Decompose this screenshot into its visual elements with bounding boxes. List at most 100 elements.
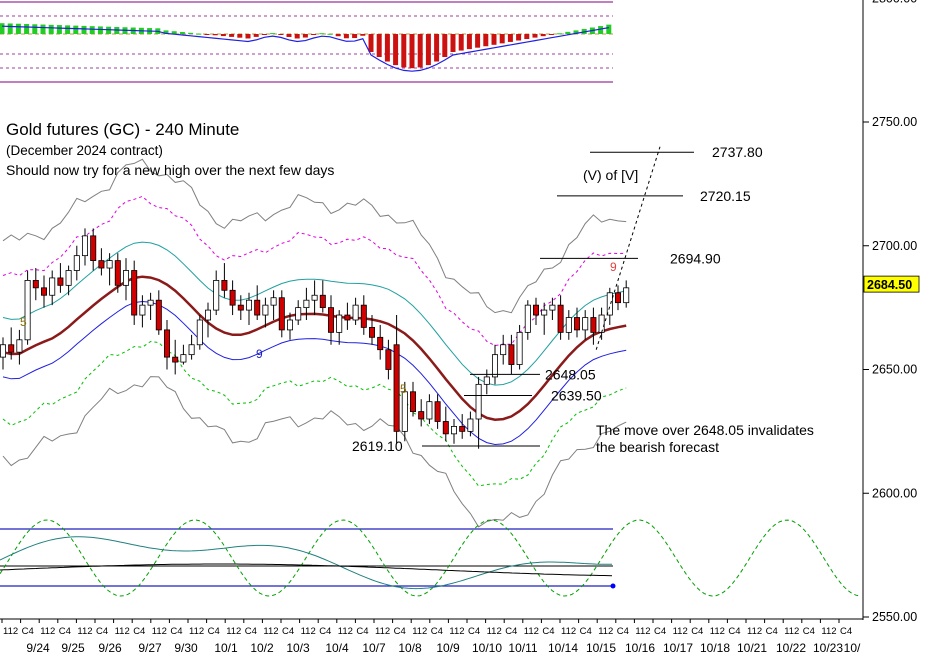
lower-envelope [2, 300, 627, 446]
session-label: 112 [561, 626, 576, 637]
candle-up [450, 426, 457, 435]
candle-up [623, 287, 630, 304]
candle-up [262, 304, 269, 316]
osc-bar-negative [475, 34, 481, 48]
session-label: 112 [3, 626, 18, 637]
price-tick-label: 2550.00 [872, 610, 917, 624]
candle-up [213, 279, 220, 311]
candle-up [565, 317, 572, 333]
osc-bar-negative [540, 34, 546, 37]
osc-bar-negative [229, 34, 235, 37]
osc-bar-negative [368, 34, 374, 52]
osc-bar-negative [253, 34, 259, 37]
date-label: 10/17 [663, 641, 693, 655]
price-axis: 2800.00 2750.00 2700.00 2650.00 2600.00 2550.… [863, 0, 920, 624]
osc-bar-negative [352, 34, 358, 39]
date-label: 10/21 [737, 641, 767, 655]
candle-up [106, 260, 113, 269]
candle-down [368, 327, 375, 338]
candle-down [409, 391, 416, 412]
session-label: C4 [617, 626, 629, 637]
candle-down [574, 317, 581, 331]
cycle-projection-wave [0, 519, 861, 597]
lower-dashed-band [2, 340, 627, 487]
session-label: C4 [356, 626, 368, 637]
candle-down [615, 292, 622, 304]
osc-bar-negative [343, 34, 349, 39]
candle-up [483, 376, 490, 385]
osc-bar-negative [376, 34, 382, 58]
session-label: 112 [375, 626, 390, 637]
date-label: 10/18 [700, 641, 730, 655]
candle-up [180, 354, 187, 363]
candle-down [90, 235, 97, 262]
osc-bar-negative [516, 34, 522, 41]
osc-bar-negative [286, 34, 292, 37]
candle-up [0, 344, 6, 358]
osc-bar-positive [24, 24, 30, 34]
date-label: 10/7 [362, 641, 386, 655]
osc-bar-positive [106, 26, 112, 34]
osc-bar-positive [319, 33, 325, 35]
candle-down [229, 289, 236, 306]
osc-bar-negative [491, 34, 497, 45]
date-label: 10/ [844, 641, 861, 655]
wave-label: (V) of [V] [583, 167, 638, 183]
session-label: C4 [803, 626, 815, 637]
price-tick-label: 2650.00 [872, 363, 917, 377]
price-tick-label: 2800.00 [872, 0, 917, 5]
osc-bar-positive [598, 26, 604, 34]
candle-down [533, 304, 540, 316]
session-label: C4 [208, 626, 220, 637]
session-label: C4 [654, 626, 666, 637]
osc-bar-positive [188, 32, 194, 34]
candle-up [270, 297, 277, 306]
osc-bar-negative [311, 34, 317, 35]
date-label: 10/15 [586, 641, 616, 655]
osc-bar-negative [417, 34, 423, 68]
candle-up [123, 270, 130, 286]
current-price-box [863, 275, 920, 293]
candle-up [188, 344, 195, 356]
candle-down [278, 297, 285, 331]
candle-up [352, 304, 359, 321]
session-label: C4 [468, 626, 480, 637]
chart-note: Should now try for a new high over the n… [6, 162, 334, 178]
level-label: 2648.05 [545, 366, 596, 382]
oscillator-panel [0, 1, 613, 83]
osc-bar-positive [40, 24, 46, 34]
candle-down [221, 279, 228, 291]
candle-down [237, 304, 244, 311]
candle-down [377, 336, 384, 351]
osc-signal-line [1, 25, 609, 72]
candle-down [327, 307, 334, 333]
candle-up [16, 339, 23, 353]
session-label: C4 [728, 626, 740, 637]
candle-down [344, 314, 351, 321]
osc-bar-negative [401, 34, 407, 68]
session-label: 112 [226, 626, 241, 637]
price-tick-label: 2700.00 [872, 239, 917, 253]
candle-down [385, 349, 392, 370]
date-label: 10/10 [472, 641, 502, 655]
candle-up [196, 319, 203, 346]
candle-up [24, 279, 31, 341]
osc-bar-negative [393, 34, 399, 66]
osc-bar-negative [524, 34, 530, 40]
candle-down [57, 277, 64, 286]
osc-bar-positive [73, 25, 79, 34]
session-label: 112 [40, 626, 55, 637]
candle-up [65, 270, 72, 286]
session-label: 112 [77, 626, 92, 637]
candle-up [467, 418, 474, 432]
date-label: 10/1 [214, 641, 238, 655]
candle-down [163, 329, 170, 358]
date-label: 10/14 [548, 641, 578, 655]
session-label: C4 [505, 626, 517, 637]
candle-up [541, 309, 548, 316]
osc-bar-positive [65, 25, 71, 34]
osc-bar-negative [409, 34, 415, 69]
osc-bar-positive [81, 25, 87, 34]
candle-layer: 5 9 5 9 [0, 228, 630, 449]
date-label: 9/27 [138, 641, 162, 655]
